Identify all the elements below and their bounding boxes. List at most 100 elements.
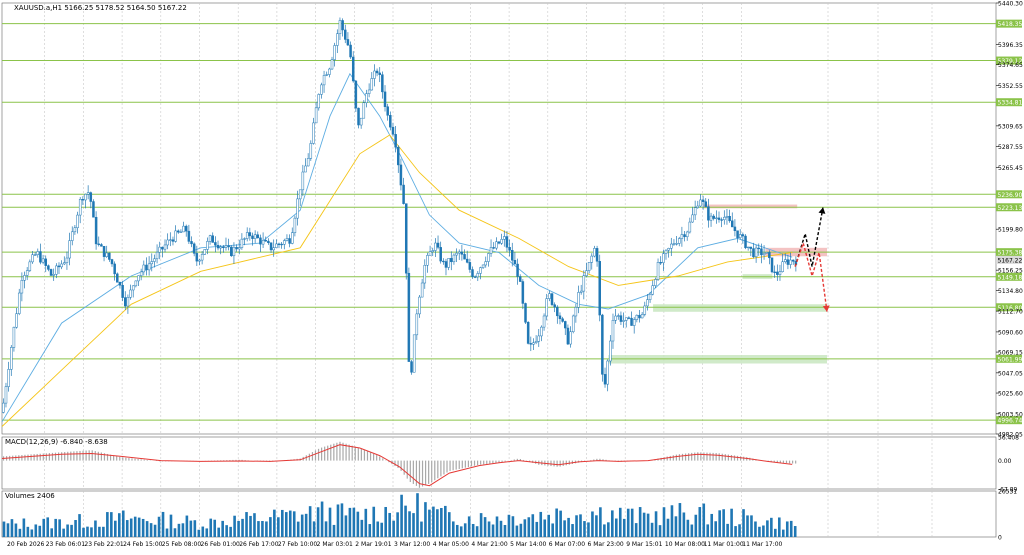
current-price-label-bg	[996, 255, 1022, 264]
candle-body	[142, 264, 146, 273]
candle-body	[25, 270, 29, 276]
volume-bar	[611, 510, 614, 537]
candle-body	[7, 369, 10, 387]
volume-bar	[86, 526, 89, 537]
candle-body	[195, 253, 199, 262]
volume-bar	[444, 505, 447, 537]
candle-body	[717, 217, 721, 220]
candle-body	[624, 317, 628, 321]
price-tick-label: 5396.35	[998, 42, 1023, 49]
candle-body	[638, 314, 641, 319]
level-label-bg	[996, 354, 1022, 363]
macd-label: MACD(12,26,9) -6.840 -8.638	[5, 438, 108, 446]
volume-bar	[475, 526, 479, 537]
candle-body	[524, 303, 527, 323]
volume-bar	[634, 523, 638, 537]
candle-body	[60, 263, 63, 268]
volume-bar	[396, 512, 399, 537]
volume-bar	[483, 517, 487, 537]
volume-bar	[531, 514, 535, 537]
volume-bar	[424, 502, 427, 537]
candle-body	[211, 235, 214, 243]
candle-body	[224, 245, 228, 248]
volume-bar	[205, 528, 209, 537]
candle-body	[357, 107, 360, 126]
candle-body	[556, 306, 559, 317]
volume-bar	[436, 509, 439, 537]
price-tick-label: 5352.55	[998, 83, 1023, 90]
candle-body	[537, 335, 541, 342]
candle-body	[529, 343, 533, 345]
volume-bar	[217, 527, 220, 537]
volume-bar	[495, 516, 499, 537]
volume-bar	[630, 508, 634, 537]
volume-bar	[539, 511, 543, 537]
candle-body	[746, 246, 750, 249]
level-label: 5418.35	[998, 21, 1023, 28]
volume-bar	[618, 507, 622, 537]
candle-body	[691, 214, 694, 223]
candle-body	[150, 261, 154, 265]
volume-bar	[408, 511, 411, 537]
volume-bar	[392, 520, 395, 537]
candle-body	[452, 254, 456, 263]
volume-bar	[265, 521, 268, 537]
candle-body	[731, 220, 734, 228]
candle-body	[426, 255, 429, 266]
price-tick-label: 5199.80	[998, 227, 1023, 234]
level-label: 5236.90	[998, 192, 1023, 199]
volume-tick-label: 0	[998, 535, 1002, 542]
candle-body	[155, 251, 159, 260]
candle-body	[492, 247, 495, 249]
candle-body	[232, 247, 236, 257]
candle-body	[553, 304, 556, 308]
price-tick-label: 5047.05	[998, 370, 1023, 377]
candle-body	[344, 29, 347, 40]
volume-bar	[58, 519, 61, 537]
candle-body	[550, 293, 554, 305]
volume-bar	[718, 510, 721, 537]
candle-body	[733, 226, 737, 231]
volume-bar	[320, 501, 324, 537]
candle-body	[230, 246, 233, 257]
candle-body	[208, 235, 212, 242]
volume-bar	[340, 503, 344, 537]
volume-bar	[404, 505, 407, 537]
candle-body	[288, 238, 291, 244]
volume-bar	[6, 523, 10, 537]
time-tick-label: 4 Mar 05:00	[433, 541, 469, 548]
candle-body	[227, 245, 230, 248]
candle-body	[685, 231, 689, 238]
candle-body	[489, 247, 493, 254]
symbol-info: XAUUSD.a,H1 5166.25 5178.52 5164.50 5167…	[14, 4, 187, 12]
volume-bar	[145, 521, 149, 537]
candle-body	[606, 360, 609, 385]
price-tick-label: 5287.55	[998, 144, 1023, 151]
volume-bar	[161, 511, 165, 537]
volume-bar	[714, 521, 717, 537]
forecast-arrowhead-up	[818, 207, 826, 214]
volume-bar	[312, 521, 316, 537]
candle-body	[632, 319, 636, 326]
candle-body	[434, 242, 437, 251]
volume-bar	[253, 513, 256, 537]
candle-body	[497, 241, 501, 244]
volume-bar	[451, 521, 455, 537]
candle-body	[330, 59, 334, 70]
volume-bar	[288, 510, 292, 537]
volume-bar	[284, 512, 288, 537]
candle-body	[275, 243, 278, 248]
volume-bar	[372, 506, 376, 537]
candle-body	[23, 275, 26, 281]
candle-body	[595, 248, 599, 262]
volume-bar	[241, 518, 244, 537]
current-price-label: 5167.22	[998, 257, 1023, 264]
candle-body	[290, 232, 294, 244]
candle-body	[389, 115, 392, 128]
candle-body	[662, 253, 665, 263]
volume-bar	[300, 514, 304, 537]
level-label-bg	[996, 98, 1022, 107]
panel-border	[1, 490, 997, 538]
candle-body	[736, 230, 739, 238]
